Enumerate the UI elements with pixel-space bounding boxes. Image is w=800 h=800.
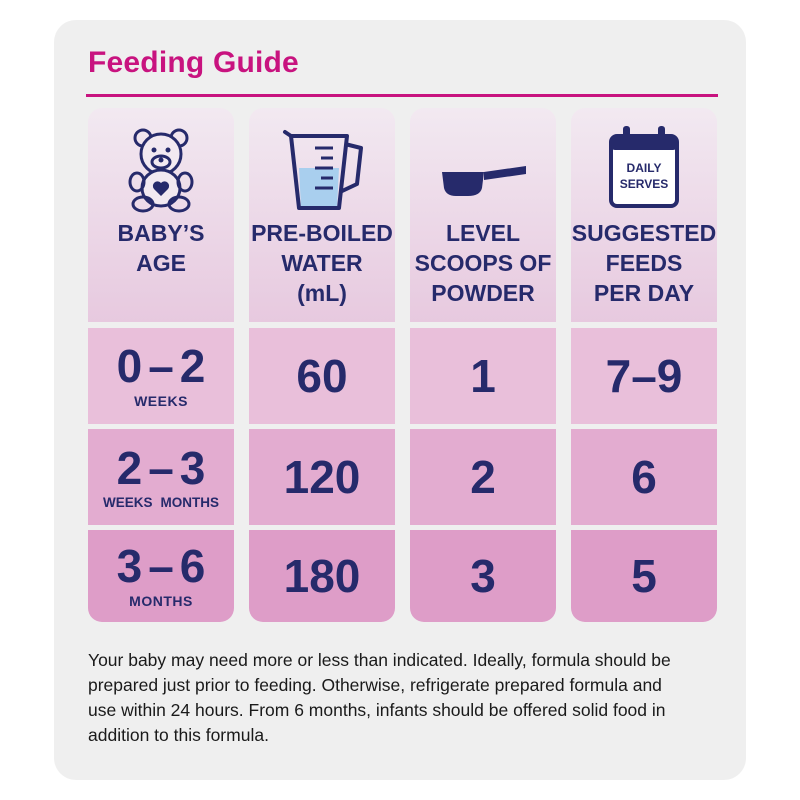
water-value: 60 — [296, 350, 348, 402]
column-water: PRE-BOILED WATER (mL) 60 120 180 — [249, 108, 395, 622]
feeding-footnote: Your baby may need more or less than ind… — [88, 650, 671, 745]
feeds-value: 7–9 — [605, 350, 683, 402]
age-dash: – — [148, 540, 174, 592]
age-cell: 0–2 WEEKS — [88, 328, 234, 424]
feeds-cell: 5 — [571, 530, 717, 622]
scoops-cell: 2 — [410, 429, 556, 525]
age-cell: 2–3 WEEKS MONTHS — [88, 429, 234, 525]
column-feeds: DAILY SERVES SUGGESTED FEEDS PER DAY 7–9… — [571, 108, 717, 622]
water-cell: 120 — [249, 429, 395, 525]
age-to: 2 — [179, 340, 206, 392]
age-from: 0 — [116, 340, 143, 392]
age-unit: WEEKS — [134, 393, 188, 409]
water-cell: 180 — [249, 530, 395, 622]
scoops-value: 2 — [470, 451, 496, 503]
calendar-icon: DAILY SERVES — [609, 126, 679, 208]
water-value: 180 — [283, 550, 361, 602]
age-unit-to: MONTHS — [160, 494, 220, 510]
title-divider — [86, 94, 718, 97]
column-babys-age: BABY’S AGE 0–2 WEEKS 2–3 WEEKS MONTHS 3–… — [88, 108, 234, 622]
feeds-cell: 6 — [571, 429, 717, 525]
age-dash: – — [148, 441, 174, 494]
teddy-bear-icon — [128, 128, 194, 213]
scoops-value: 1 — [470, 350, 496, 402]
scoop-icon — [442, 166, 526, 196]
column-header-label: SUGGESTED FEEDS PER DAY — [571, 220, 717, 306]
age-from: 3 — [116, 540, 143, 592]
column-header-feeds: DAILY SERVES SUGGESTED FEEDS PER DAY — [571, 108, 717, 322]
column-header-label: BABY’S AGE — [117, 220, 205, 276]
feeds-cell: 7–9 — [571, 328, 717, 424]
age-to: 3 — [179, 441, 206, 494]
scoops-cell: 3 — [410, 530, 556, 622]
age-unit-from: WEEKS — [102, 494, 153, 510]
calendar-label-daily: DAILY — [627, 161, 662, 175]
column-scoops: LEVEL SCOOPS OF POWDER 1 2 3 — [410, 108, 556, 622]
column-header-label: LEVEL SCOOPS OF POWDER — [414, 220, 552, 306]
scoops-cell: 1 — [410, 328, 556, 424]
measuring-jug-icon — [283, 130, 363, 210]
feeds-value: 5 — [631, 550, 657, 602]
calendar-label-serves: SERVES — [620, 177, 668, 191]
water-value: 120 — [283, 451, 361, 503]
age-from: 2 — [116, 441, 143, 494]
age-cell: 3–6 MONTHS — [88, 530, 234, 622]
age-to: 6 — [179, 540, 206, 592]
page-title: Feeding Guide — [88, 46, 299, 79]
column-header-scoops: LEVEL SCOOPS OF POWDER — [410, 108, 556, 322]
column-header-label: PRE-BOILED WATER (mL) — [251, 220, 393, 306]
feeds-value: 6 — [631, 451, 657, 503]
age-unit: MONTHS — [129, 593, 193, 609]
scoops-value: 3 — [470, 550, 496, 602]
age-dash: – — [148, 340, 174, 392]
column-header-age: BABY’S AGE — [88, 108, 234, 322]
column-header-water: PRE-BOILED WATER (mL) — [249, 108, 395, 322]
water-cell: 60 — [249, 328, 395, 424]
